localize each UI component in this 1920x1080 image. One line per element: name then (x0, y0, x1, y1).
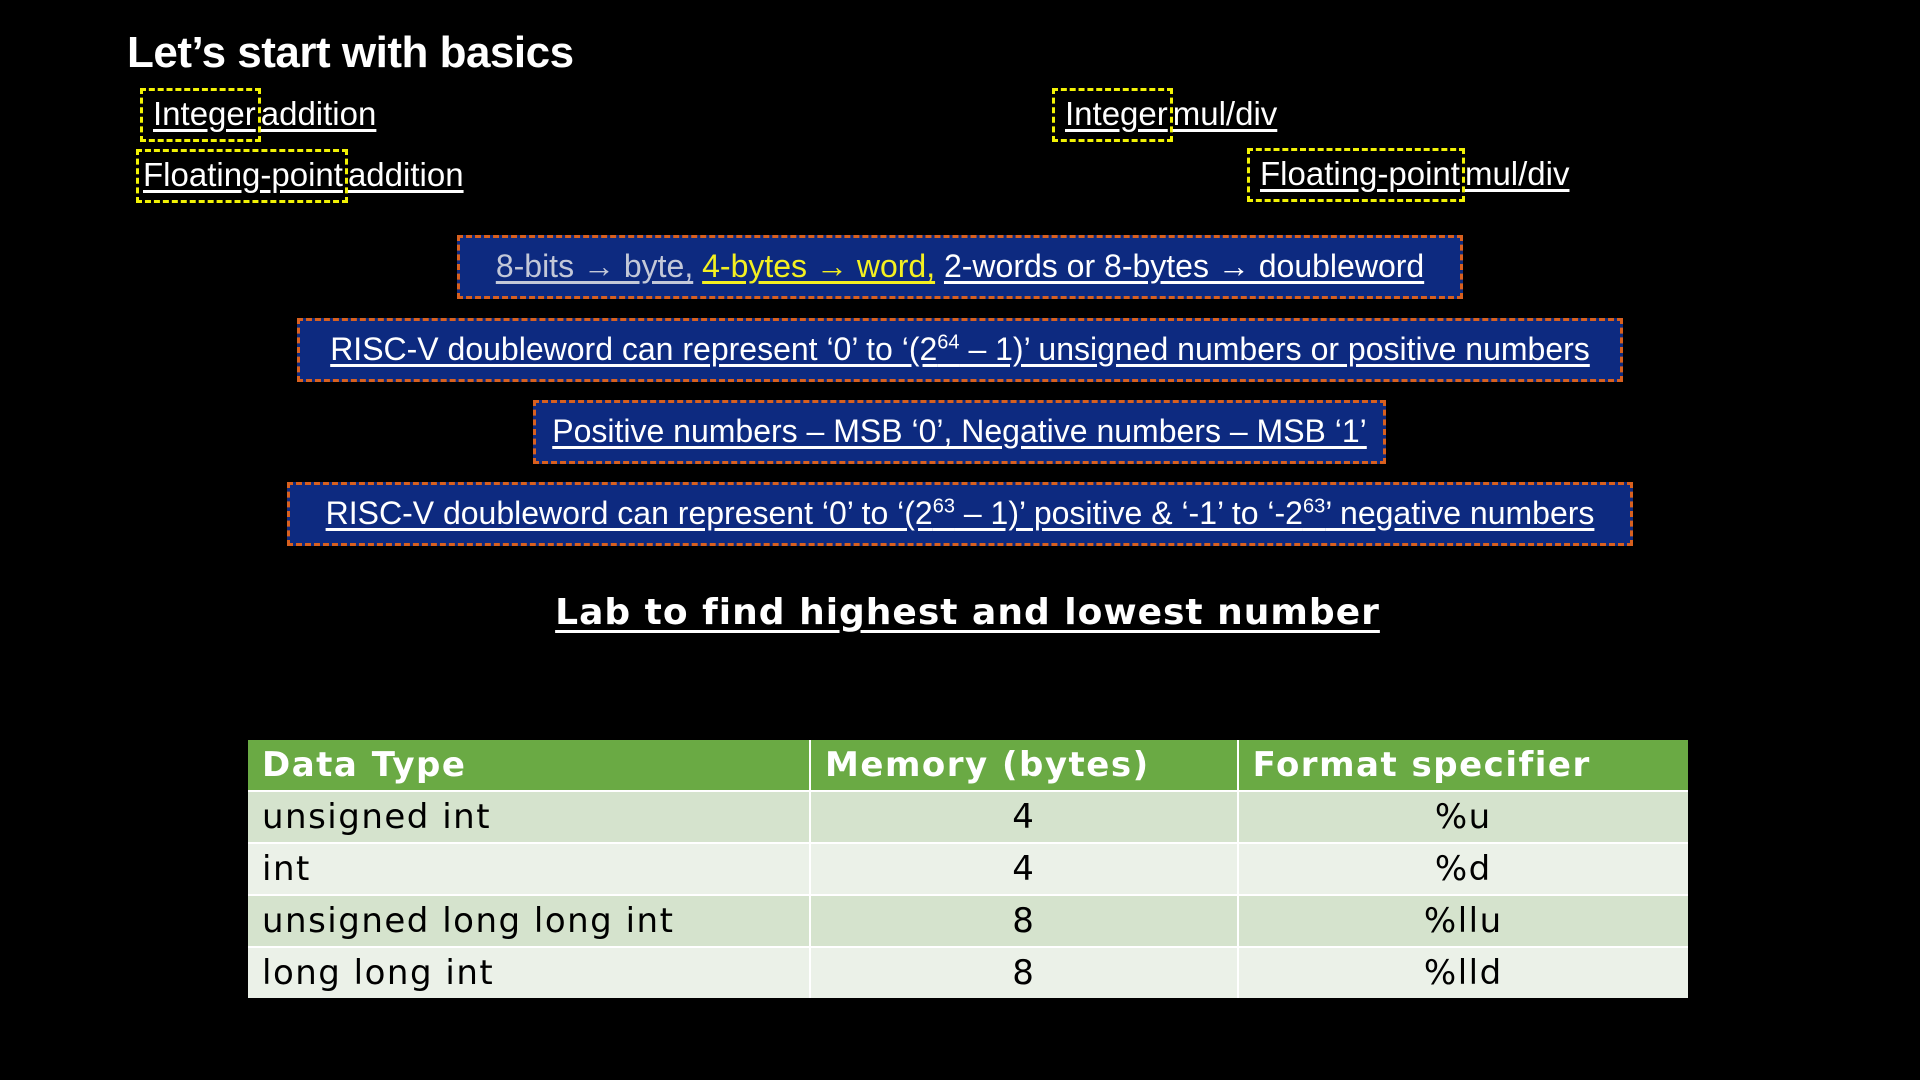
cell-data-type: int (248, 842, 811, 895)
header-memory: Memory (bytes) (809, 740, 1238, 791)
cell-memory: 4 (809, 842, 1238, 895)
header-data-type: Data Type (248, 740, 811, 791)
signed-range-text: RISC-V doubleword can represent ‘0’ to ‘… (325, 495, 1595, 531)
word-definition: 4-bytes → word, (702, 248, 936, 284)
topic-floating-point-addition: Floating-point addition (136, 149, 464, 203)
fact-signed-range: RISC-V doubleword can represent ‘0’ to ‘… (287, 482, 1633, 546)
topic-integer-addition: Integer addition (140, 88, 376, 142)
table-row: unsigned int 4 %u (248, 790, 1688, 843)
cell-data-type: unsigned long long int (248, 894, 811, 947)
cell-format-specifier: %llu (1236, 894, 1688, 947)
table-row: long long int 8 %lld (248, 946, 1688, 998)
slide-title: Let’s start with basics (127, 28, 574, 77)
topic-floating-point-muldiv: Floating-point mul/div (1247, 148, 1569, 202)
topic-integer-muldiv: Integer mul/div (1052, 88, 1277, 142)
fact-data-sizes: 8-bits → byte, 4-bytes → word, 2-words o… (457, 235, 1463, 299)
doubleword-definition: 2-words or 8-bytes → doubleword (943, 248, 1425, 284)
data-type-table: Data Type Memory (bytes) Format specifie… (248, 740, 1688, 998)
integer-highlight-box: Integer (1052, 88, 1173, 142)
cell-format-specifier: %lld (1236, 946, 1688, 998)
cell-memory: 4 (809, 790, 1238, 843)
integer-highlight-box: Integer (140, 88, 261, 142)
cell-data-type: unsigned int (248, 790, 811, 843)
floating-point-highlight-box: Floating-point (136, 149, 348, 203)
fact-unsigned-range: RISC-V doubleword can represent ‘0’ to ‘… (297, 318, 1623, 382)
topic-rest-label: addition (347, 156, 464, 193)
msb-sign-text: Positive numbers – MSB ‘0’, Negative num… (552, 413, 1367, 449)
cell-memory: 8 (809, 946, 1238, 998)
lab-heading: Lab to find highest and lowest number (555, 592, 1380, 633)
cell-format-specifier: %d (1236, 842, 1688, 895)
table-row: int 4 %d (248, 842, 1688, 895)
topic-rest-label: mul/div (1464, 155, 1570, 192)
topic-rest-label: addition (260, 95, 377, 132)
table-row: unsigned long long int 8 %llu (248, 894, 1688, 947)
table-header-row: Data Type Memory (bytes) Format specifie… (248, 740, 1688, 791)
cell-format-specifier: %u (1236, 790, 1688, 843)
floating-point-highlight-box: Floating-point (1247, 148, 1465, 202)
byte-definition: 8-bits → byte, (495, 248, 694, 284)
cell-memory: 8 (809, 894, 1238, 947)
fact-msb-sign: Positive numbers – MSB ‘0’, Negative num… (533, 400, 1386, 464)
topic-rest-label: mul/div (1172, 95, 1278, 132)
cell-data-type: long long int (248, 946, 811, 998)
header-format-specifier: Format specifier (1236, 740, 1688, 791)
unsigned-range-text: RISC-V doubleword can represent ‘0’ to ‘… (330, 331, 1590, 367)
